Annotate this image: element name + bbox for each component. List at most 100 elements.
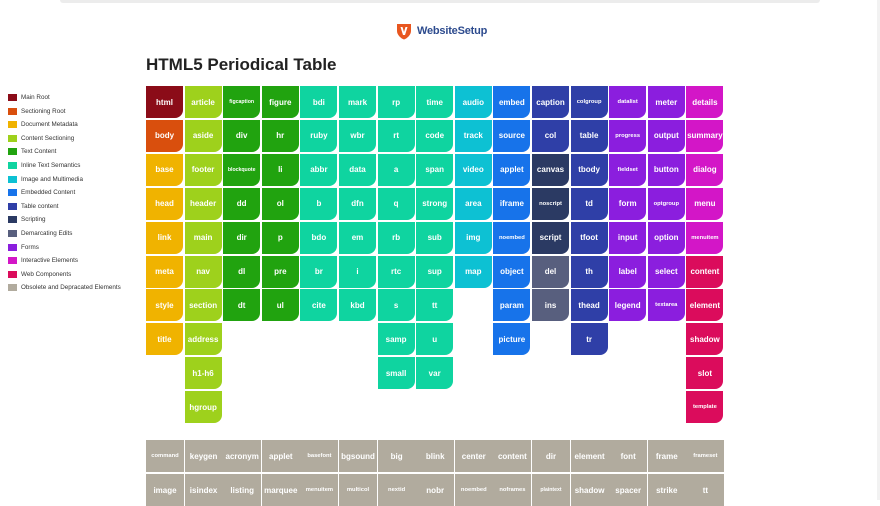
element-tile-dl[interactable]: dl [223,255,261,288]
element-tile-dd[interactable]: dd [223,187,261,220]
obsolete-tile-basefont[interactable]: basefont [300,440,339,472]
element-tile-del[interactable]: del [532,255,569,288]
element-tile-li[interactable]: li [261,153,299,186]
element-tile-a[interactable]: a [377,153,415,186]
element-tile-dt[interactable]: dt [223,289,261,322]
element-tile-colgroup[interactable]: colgroup [570,86,608,118]
obsolete-tile-applet[interactable]: applet [261,440,300,472]
element-tile-dialog[interactable]: dialog [686,153,724,186]
obsolete-tile-font[interactable]: font [609,440,648,472]
element-tile-i[interactable]: i [339,255,376,288]
obsolete-tile-blink[interactable]: blink [416,440,455,472]
element-tile-tbody[interactable]: tbody [570,153,608,186]
obsolete-tile-noframes[interactable]: noframes [493,474,532,506]
element-tile-source[interactable]: source [493,119,531,152]
element-tile-table[interactable]: table [570,119,608,152]
element-tile-legend[interactable]: legend [609,289,647,322]
element-tile-noscript[interactable]: noscript [532,187,569,220]
obsolete-tile-isindex[interactable]: isindex [184,474,223,506]
element-tile-applet[interactable]: applet [493,153,531,186]
element-tile-head[interactable]: head [146,187,183,220]
obsolete-tile-shadow[interactable]: shadow [570,474,609,506]
element-tile-address[interactable]: address [184,323,222,356]
obsolete-tile-dir[interactable]: dir [532,440,570,472]
obsolete-tile-center[interactable]: center [454,440,493,472]
element-tile-button[interactable]: button [647,153,685,186]
element-tile-div[interactable]: div [223,119,261,152]
element-tile-input[interactable]: input [609,221,647,254]
element-tile-br[interactable]: br [300,255,338,288]
element-tile-details[interactable]: details [686,86,724,118]
element-tile-wbr[interactable]: wbr [339,119,376,152]
element-tile-th[interactable]: th [570,255,608,288]
element-tile-article[interactable]: article [184,86,222,118]
element-tile-map[interactable]: map [454,255,492,288]
element-tile-option[interactable]: option [647,221,685,254]
obsolete-tile-element[interactable]: element [570,440,609,472]
element-tile-mark[interactable]: mark [339,86,376,118]
element-tile-em[interactable]: em [339,221,376,254]
element-tile-track[interactable]: track [454,119,492,152]
element-tile-section[interactable]: section [184,289,222,322]
element-tile-col[interactable]: col [532,119,569,152]
element-tile-h1-h6[interactable]: h1-h6 [184,357,222,390]
element-tile-main[interactable]: main [184,221,222,254]
element-tile-select[interactable]: select [647,255,685,288]
obsolete-tile-nobr[interactable]: nobr [416,474,455,506]
obsolete-tile-frameset[interactable]: frameset [686,440,725,472]
element-tile-label[interactable]: label [609,255,647,288]
obsolete-tile-spacer[interactable]: spacer [609,474,648,506]
obsolete-tile-noembed[interactable]: noembed [454,474,493,506]
element-tile-nav[interactable]: nav [184,255,222,288]
element-tile-cite[interactable]: cite [300,289,338,322]
element-tile-title[interactable]: title [146,323,183,356]
element-tile-param[interactable]: param [493,289,531,322]
element-tile-data[interactable]: data [339,153,376,186]
element-tile-code[interactable]: code [416,119,454,152]
obsolete-tile-nextid[interactable]: nextid [377,474,416,506]
element-tile-form[interactable]: form [609,187,647,220]
element-tile-content[interactable]: content [686,255,724,288]
element-tile-menu[interactable]: menu [686,187,724,220]
element-tile-strong[interactable]: strong [416,187,454,220]
element-tile-figure[interactable]: figure [261,86,299,118]
element-tile-small[interactable]: small [377,357,415,390]
element-tile-audio[interactable]: audio [454,86,492,118]
element-tile-tt[interactable]: tt [416,289,454,322]
element-tile-rt[interactable]: rt [377,119,415,152]
element-tile-slot[interactable]: slot [686,357,724,390]
obsolete-tile-tt[interactable]: tt [686,474,725,506]
element-tile-abbr[interactable]: abbr [300,153,338,186]
element-tile-footer[interactable]: footer [184,153,222,186]
element-tile-b[interactable]: b [300,187,338,220]
element-tile-area[interactable]: area [454,187,492,220]
scrollbar-track[interactable] [877,0,880,500]
element-tile-link[interactable]: link [146,221,183,254]
element-tile-samp[interactable]: samp [377,323,415,356]
element-tile-aside[interactable]: aside [184,119,222,152]
element-tile-dfn[interactable]: dfn [339,187,376,220]
element-tile-ol[interactable]: ol [261,187,299,220]
element-tile-shadow[interactable]: shadow [686,323,724,356]
element-tile-var[interactable]: var [416,357,454,390]
obsolete-tile-marquee[interactable]: marquee [261,474,300,506]
element-tile-object[interactable]: object [493,255,531,288]
element-tile-rtc[interactable]: rtc [377,255,415,288]
element-tile-fieldset[interactable]: fieldset [609,153,647,186]
element-tile-time[interactable]: time [416,86,454,118]
element-tile-bdo[interactable]: bdo [300,221,338,254]
element-tile-optgroup[interactable]: optgroup [647,187,685,220]
element-tile-style[interactable]: style [146,289,183,322]
obsolete-tile-acronym[interactable]: acronym [223,440,262,472]
obsolete-tile-multicol[interactable]: multicol [339,474,377,506]
element-tile-rb[interactable]: rb [377,221,415,254]
element-tile-iframe[interactable]: iframe [493,187,531,220]
element-tile-thead[interactable]: thead [570,289,608,322]
element-tile-caption[interactable]: caption [532,86,569,118]
element-tile-noembed[interactable]: noembed [493,221,531,254]
element-tile-meta[interactable]: meta [146,255,183,288]
element-tile-ins[interactable]: ins [532,289,569,322]
element-tile-u[interactable]: u [416,323,454,356]
element-tile-s[interactable]: s [377,289,415,322]
element-tile-progress[interactable]: progress [609,119,647,152]
